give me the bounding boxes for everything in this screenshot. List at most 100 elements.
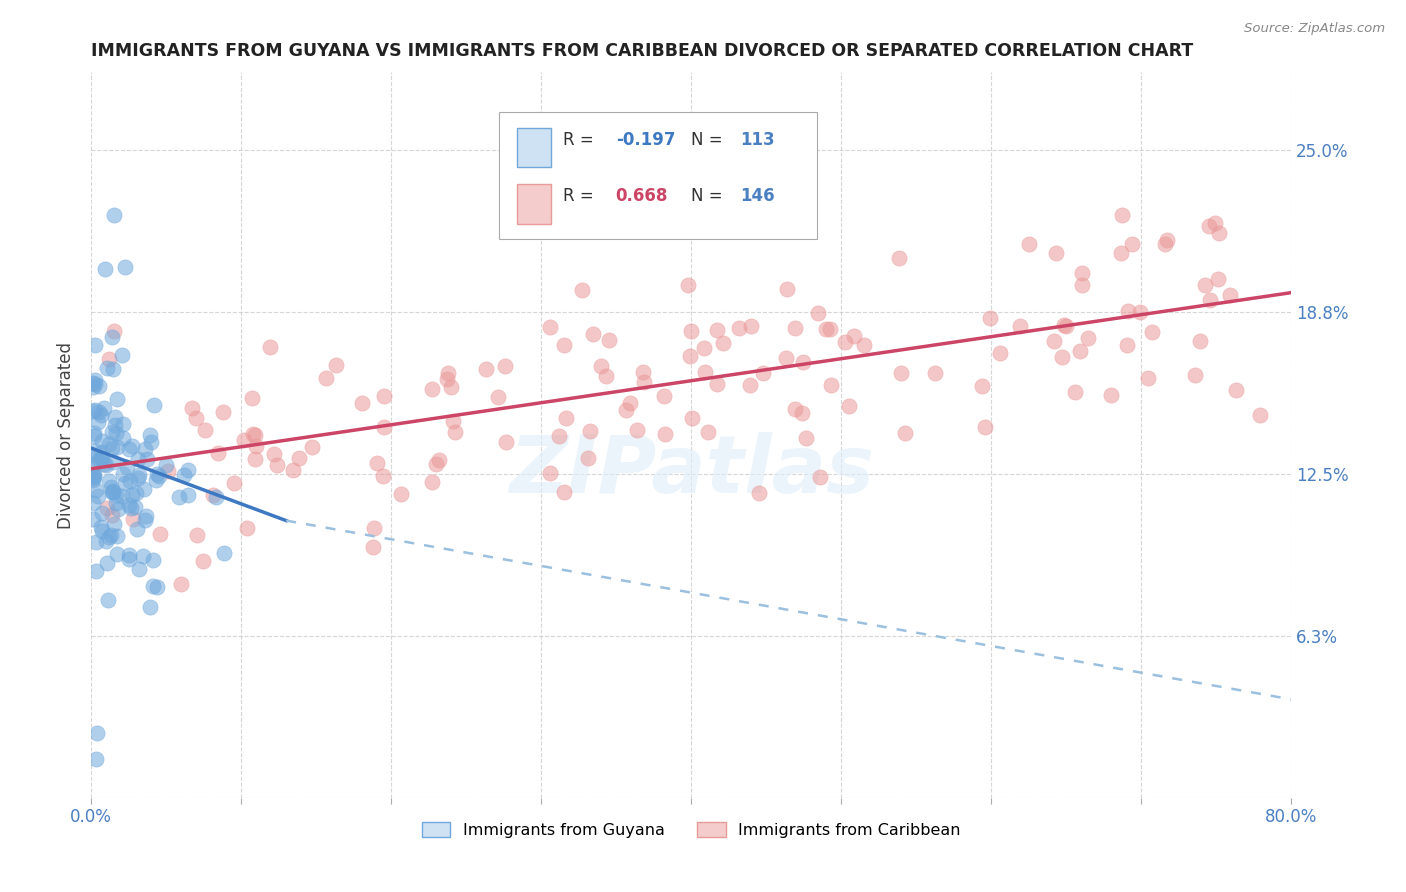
Point bbox=[1064, 385, 1087, 400]
Point bbox=[350, 396, 373, 410]
Point bbox=[1109, 245, 1132, 260]
Point bbox=[495, 435, 517, 450]
Point bbox=[1249, 408, 1271, 422]
Point bbox=[443, 425, 465, 440]
Point bbox=[425, 458, 447, 472]
Point bbox=[679, 324, 702, 338]
Point bbox=[82, 376, 104, 391]
Point bbox=[84, 483, 107, 497]
Point bbox=[681, 410, 703, 425]
Point bbox=[104, 426, 127, 441]
Point bbox=[366, 456, 388, 470]
Point bbox=[86, 534, 108, 549]
Point bbox=[814, 321, 837, 335]
Point bbox=[98, 475, 121, 489]
Point bbox=[988, 345, 1011, 359]
Point bbox=[156, 465, 179, 479]
Point bbox=[101, 362, 124, 376]
Point bbox=[90, 408, 112, 422]
Point bbox=[105, 441, 128, 455]
Point bbox=[1156, 233, 1178, 247]
Point bbox=[283, 463, 305, 477]
Point bbox=[124, 500, 146, 514]
Point bbox=[970, 378, 993, 392]
Point bbox=[114, 260, 136, 274]
Point bbox=[104, 417, 127, 432]
Text: R =: R = bbox=[562, 131, 599, 149]
Point bbox=[236, 521, 259, 535]
Point bbox=[100, 480, 122, 494]
Point bbox=[894, 425, 917, 440]
Point bbox=[263, 447, 285, 461]
Point bbox=[125, 485, 148, 500]
Point bbox=[100, 425, 122, 439]
Point bbox=[118, 552, 141, 566]
Point bbox=[1116, 338, 1139, 352]
Point bbox=[979, 311, 1001, 326]
Point bbox=[101, 508, 124, 522]
Point bbox=[1099, 388, 1122, 402]
Point bbox=[82, 512, 104, 526]
Point bbox=[186, 528, 208, 542]
Point bbox=[139, 428, 162, 442]
Point bbox=[135, 508, 157, 523]
Legend: Immigrants from Guyana, Immigrants from Caribbean: Immigrants from Guyana, Immigrants from … bbox=[415, 815, 967, 844]
Point bbox=[1018, 237, 1040, 252]
Point bbox=[486, 390, 509, 404]
Point bbox=[84, 564, 107, 578]
Point bbox=[115, 460, 138, 475]
Point bbox=[1225, 383, 1247, 397]
Point bbox=[146, 580, 169, 594]
Point bbox=[98, 352, 121, 367]
Text: N =: N = bbox=[692, 131, 728, 149]
Text: R =: R = bbox=[562, 187, 599, 205]
Point bbox=[548, 428, 571, 442]
Point bbox=[83, 425, 105, 440]
Point bbox=[107, 501, 129, 516]
Point bbox=[120, 501, 142, 516]
Point bbox=[90, 524, 112, 538]
Point bbox=[91, 444, 114, 458]
Point bbox=[679, 349, 702, 363]
Point bbox=[1121, 237, 1143, 252]
Point bbox=[83, 468, 105, 483]
Point bbox=[89, 453, 111, 467]
Point bbox=[177, 488, 200, 502]
Point bbox=[1010, 319, 1032, 334]
Point bbox=[82, 467, 104, 482]
Point bbox=[740, 318, 762, 333]
Point bbox=[1140, 325, 1163, 339]
Point bbox=[436, 367, 458, 381]
Point bbox=[740, 378, 762, 392]
Point bbox=[427, 453, 450, 467]
Point bbox=[1136, 370, 1159, 384]
Point bbox=[94, 262, 117, 277]
Point bbox=[84, 373, 107, 387]
Point bbox=[626, 423, 648, 437]
Point bbox=[121, 439, 143, 453]
Point bbox=[389, 487, 412, 501]
Point bbox=[775, 351, 797, 365]
Point bbox=[202, 488, 225, 502]
Point bbox=[89, 405, 111, 419]
Point bbox=[100, 330, 122, 344]
Point bbox=[1045, 245, 1067, 260]
Point bbox=[96, 361, 118, 376]
Point bbox=[783, 320, 806, 334]
FancyBboxPatch shape bbox=[499, 112, 817, 239]
Point bbox=[96, 533, 118, 548]
Point bbox=[576, 450, 599, 465]
Point bbox=[146, 467, 169, 482]
Point bbox=[633, 376, 655, 390]
Point bbox=[90, 520, 112, 534]
Point bbox=[1054, 318, 1077, 333]
Point bbox=[105, 488, 128, 502]
Point bbox=[748, 486, 770, 500]
Point bbox=[90, 434, 112, 448]
Text: IMMIGRANTS FROM GUYANA VS IMMIGRANTS FROM CARIBBEAN DIVORCED OR SEPARATED CORREL: IMMIGRANTS FROM GUYANA VS IMMIGRANTS FRO… bbox=[91, 42, 1194, 60]
Point bbox=[110, 348, 132, 362]
Point bbox=[259, 340, 281, 354]
Point bbox=[652, 388, 675, 402]
Point bbox=[132, 549, 155, 563]
Point bbox=[82, 380, 104, 394]
